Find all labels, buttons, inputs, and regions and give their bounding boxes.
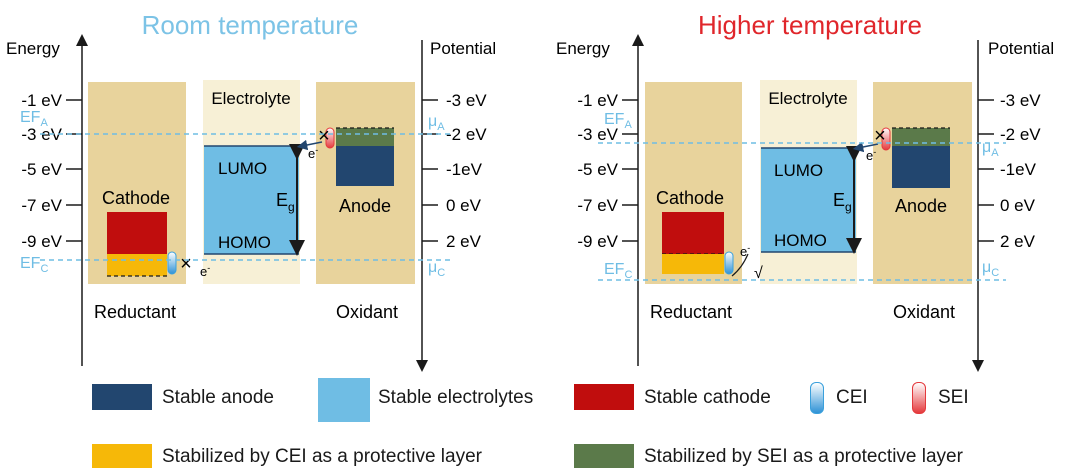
tick-label: 0 eV (446, 196, 482, 215)
ef-a-label: EFA (604, 111, 632, 131)
electron-label: e- (200, 263, 210, 279)
electrolyte-label: Electrolyte (211, 89, 290, 108)
mu-c-label: μC (982, 259, 999, 279)
sei-capsule (325, 127, 335, 149)
tick-label: -9 eV (577, 232, 618, 251)
cathode-block (107, 212, 167, 254)
panel-title: Room temperature (142, 10, 359, 40)
homo-label: HOMO (218, 233, 271, 252)
legend-swatch (318, 378, 370, 422)
legend-label: SEI (938, 387, 969, 408)
tick-label: -5 eV (21, 160, 62, 179)
mu-a-label: μA (982, 139, 999, 159)
electron-path (731, 253, 749, 277)
electrolyte-band (761, 148, 856, 252)
legend-label: Stable electrolytes (378, 387, 534, 408)
ef-c-label: EFC (604, 261, 632, 281)
oxidant-label: Oxidant (336, 302, 398, 322)
legend-label: Stable anode (162, 387, 274, 408)
legend-label: Stabilized by SEI as a protective layer (644, 446, 963, 467)
anode-label: Anode (339, 196, 391, 216)
legend-swatch (574, 384, 634, 410)
tick-label: -3 eV (1000, 91, 1041, 110)
homo-label: HOMO (774, 231, 827, 250)
tick-label: -3 eV (446, 91, 487, 110)
lumo-label: LUMO (774, 161, 823, 180)
anode-block (892, 146, 950, 188)
blocked-mark: × (874, 125, 886, 147)
sei-layer (336, 128, 394, 146)
potential-axis-label: Potential (430, 39, 496, 58)
mu-a-label: μA (428, 113, 445, 133)
tick-label: 2 eV (1000, 232, 1036, 251)
reductant-label: Reductant (94, 302, 176, 322)
cathode-label: Cathode (656, 188, 724, 208)
electron-label: e- (866, 147, 876, 163)
band-gap-label: Eg (833, 190, 852, 214)
tick-label: -9 eV (21, 232, 62, 251)
cei-capsule (724, 251, 734, 275)
tick-label: -1 eV (21, 91, 62, 110)
cei-icon (810, 382, 824, 414)
oxidant-label: Oxidant (893, 302, 955, 322)
tick-label: -7 eV (577, 196, 618, 215)
blocked-mark: × (318, 125, 330, 147)
legend: Stable anode Stable electrolytes Stable … (0, 372, 1080, 474)
legend-swatch (92, 444, 152, 468)
cathode-label: Cathode (102, 188, 170, 208)
electrolyte-label: Electrolyte (768, 89, 847, 108)
ef-a-label: EFA (20, 109, 48, 129)
tick-label: -1eV (446, 160, 483, 179)
tick-label: 2 eV (446, 232, 482, 251)
legend-label: CEI (836, 387, 868, 408)
mu-c-label: μC (428, 259, 445, 279)
tick-label: -2 eV (1000, 125, 1041, 144)
tick-label: -3 eV (577, 125, 618, 144)
sei-layer (892, 128, 950, 146)
panel-higher-temperature: Higher temperature Energy Potential -1 e… (556, 10, 1054, 372)
energy-axis-label: Energy (6, 39, 60, 58)
electron-label: e- (308, 145, 318, 161)
blocked-mark: × (180, 253, 192, 275)
cei-layer (107, 254, 167, 276)
tick-label: -1eV (1000, 160, 1037, 179)
reductant-label: Reductant (650, 302, 732, 322)
cathode-block (662, 212, 724, 254)
legend-label: Stabilized by CEI as a protective layer (162, 446, 482, 467)
energy-diagram: Room temperature Energy Potential -1 eV … (6, 10, 1054, 372)
legend-swatch (92, 384, 152, 410)
tick-label: 0 eV (1000, 196, 1036, 215)
tick-label: -1 eV (577, 91, 618, 110)
sei-capsule (881, 127, 891, 151)
lumo-label: LUMO (218, 159, 267, 178)
electrolyte-band (204, 146, 299, 254)
tick-label: -5 eV (577, 160, 618, 179)
electron-label: e- (740, 243, 750, 259)
ef-c-label: EFC (20, 255, 48, 275)
pass-mark: √ (754, 265, 763, 282)
legend-swatch (574, 444, 634, 468)
anode-label: Anode (895, 196, 947, 216)
energy-axis-label: Energy (556, 39, 610, 58)
tick-label: -7 eV (21, 196, 62, 215)
legend-label: Stable cathode (644, 387, 771, 408)
sei-icon (912, 382, 926, 414)
cei-capsule (167, 251, 177, 275)
potential-axis-label: Potential (988, 39, 1054, 58)
panel-title: Higher temperature (698, 10, 922, 40)
band-gap-label: Eg (276, 190, 295, 214)
anode-block (336, 146, 394, 186)
cei-layer (662, 254, 724, 274)
tick-label: -2 eV (446, 125, 487, 144)
panel-room-temperature: Room temperature Energy Potential -1 eV … (6, 10, 496, 372)
